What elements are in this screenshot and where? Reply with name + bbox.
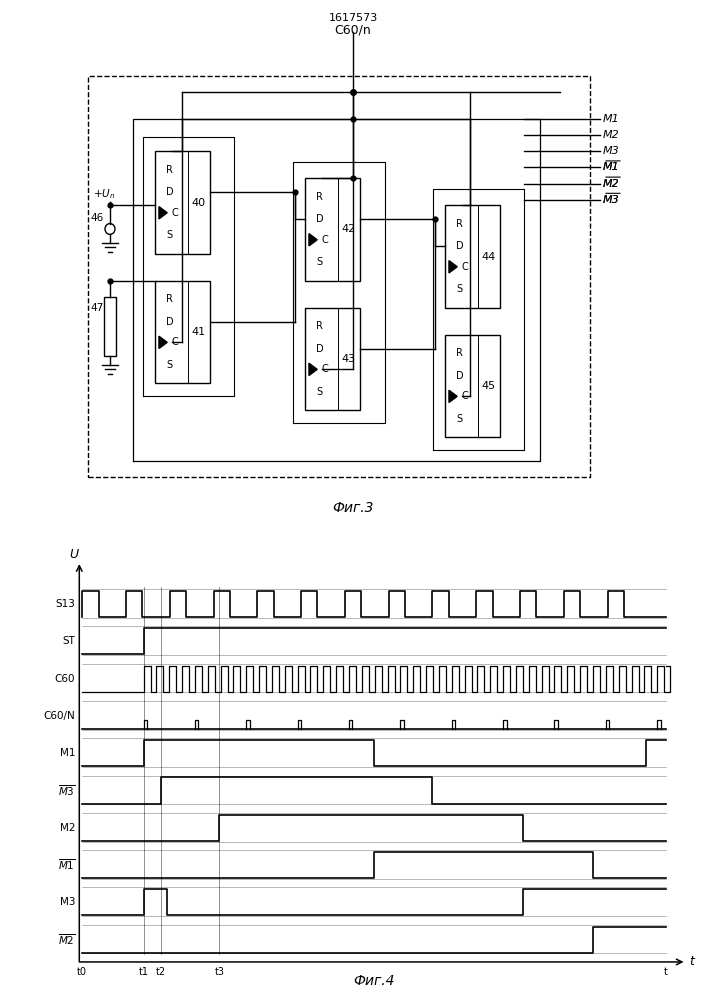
- Text: C60/N: C60/N: [43, 711, 75, 721]
- Text: +$U_n$: +$U_n$: [93, 188, 115, 201]
- Text: D: D: [316, 214, 324, 224]
- Bar: [155, 151, 210, 254]
- Text: M3: M3: [603, 195, 620, 205]
- Text: 43: 43: [342, 354, 356, 364]
- Text: t0: t0: [77, 967, 87, 977]
- Text: M3: M3: [603, 195, 620, 205]
- Text: 42: 42: [342, 225, 356, 234]
- Text: R: R: [166, 165, 173, 175]
- Text: 41: 41: [192, 327, 206, 337]
- Text: C: C: [171, 337, 178, 347]
- Text: S: S: [457, 284, 463, 294]
- Text: D: D: [316, 344, 324, 354]
- Text: C: C: [322, 235, 328, 245]
- Text: M2: M2: [603, 179, 620, 189]
- Text: M2: M2: [603, 130, 620, 140]
- Text: Фиг.3: Фиг.3: [332, 501, 374, 515]
- Text: S: S: [317, 387, 323, 397]
- Text: C: C: [171, 208, 178, 218]
- Text: D: D: [456, 371, 464, 381]
- Text: R: R: [457, 348, 463, 358]
- Text: S: S: [317, 257, 323, 267]
- Text: $\overline{M1}$: $\overline{M1}$: [58, 858, 75, 872]
- Text: 45: 45: [482, 381, 496, 391]
- Polygon shape: [309, 234, 317, 246]
- Text: R: R: [317, 192, 323, 202]
- Text: 44: 44: [482, 251, 496, 261]
- Text: D: D: [166, 187, 174, 197]
- Bar: [445, 205, 500, 308]
- Bar: [445, 335, 500, 437]
- Text: R: R: [166, 294, 173, 304]
- Bar: [104, 297, 116, 356]
- Text: M2: M2: [603, 179, 620, 189]
- Text: R: R: [457, 219, 463, 229]
- Text: D: D: [166, 317, 174, 327]
- Text: t: t: [689, 955, 694, 968]
- Text: S: S: [457, 414, 463, 424]
- Polygon shape: [159, 207, 168, 219]
- Text: Фиг.4: Фиг.4: [354, 974, 395, 988]
- Text: M1: M1: [603, 162, 620, 172]
- Text: U: U: [69, 548, 78, 561]
- Text: 46: 46: [90, 213, 103, 223]
- Text: S: S: [167, 230, 173, 240]
- Text: M3: M3: [59, 897, 75, 907]
- Text: M1: M1: [603, 162, 620, 172]
- Text: M1: M1: [603, 114, 620, 124]
- Text: t1: t1: [139, 967, 148, 977]
- Text: C: C: [462, 391, 468, 401]
- Text: 1617573: 1617573: [328, 13, 378, 23]
- Text: D: D: [456, 241, 464, 251]
- Polygon shape: [449, 390, 457, 403]
- Polygon shape: [159, 336, 168, 349]
- Text: M1: M1: [59, 748, 75, 758]
- Text: C: C: [322, 364, 328, 374]
- Text: C60/n: C60/n: [334, 24, 371, 37]
- Text: M3: M3: [603, 146, 620, 156]
- Text: 40: 40: [192, 198, 206, 208]
- Bar: [305, 178, 360, 281]
- Bar: [155, 281, 210, 383]
- Text: ST: ST: [62, 636, 75, 646]
- Text: C: C: [462, 262, 468, 272]
- Text: S: S: [167, 360, 173, 370]
- Text: 47: 47: [90, 303, 103, 313]
- Text: t3: t3: [214, 967, 224, 977]
- Text: $\overline{M2}$: $\overline{M2}$: [58, 932, 75, 947]
- Text: R: R: [317, 321, 323, 331]
- Text: M2: M2: [59, 823, 75, 833]
- Text: t2: t2: [156, 967, 166, 977]
- Polygon shape: [309, 363, 317, 376]
- Text: C60: C60: [54, 674, 75, 684]
- Text: S13: S13: [55, 599, 75, 609]
- Text: t: t: [664, 967, 668, 977]
- Polygon shape: [449, 261, 457, 273]
- Text: $\overline{M3}$: $\overline{M3}$: [58, 783, 75, 798]
- Bar: [305, 308, 360, 410]
